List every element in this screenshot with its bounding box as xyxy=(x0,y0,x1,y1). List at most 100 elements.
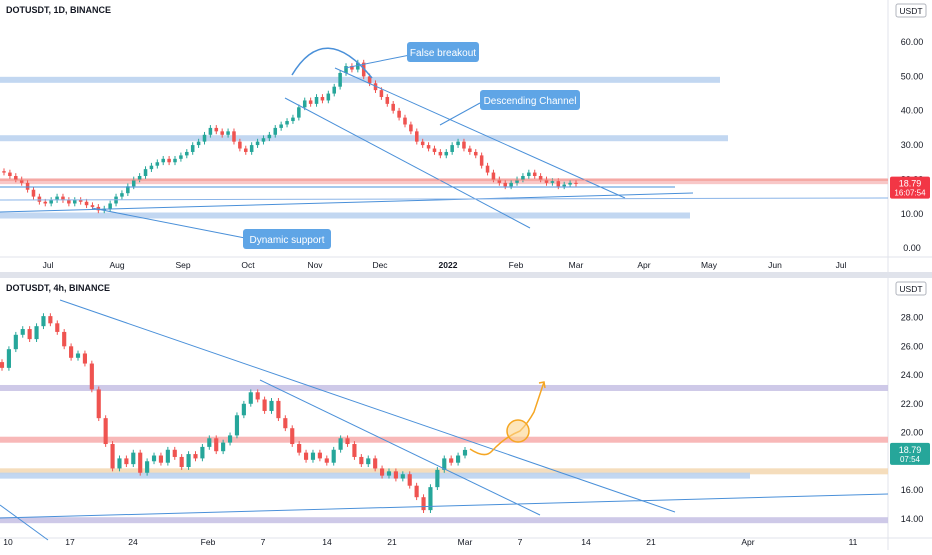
candle-body xyxy=(149,165,154,170)
candle xyxy=(207,435,212,450)
candle xyxy=(255,389,260,403)
candle xyxy=(574,180,578,187)
candle xyxy=(232,128,236,145)
currency-label: USDT xyxy=(899,284,922,294)
candle xyxy=(2,168,6,176)
candle xyxy=(193,451,198,462)
daily-chart-svg[interactable]: False breakout Descending Channel Dynamic … xyxy=(0,0,932,272)
callout-box xyxy=(407,42,479,62)
y-tick-label: 30.00 xyxy=(901,140,924,150)
candle xyxy=(208,125,213,138)
candle xyxy=(84,198,89,209)
candle xyxy=(0,359,5,371)
candle-body xyxy=(297,444,302,453)
candle xyxy=(393,468,398,482)
four-hour-chart-svg[interactable]: DOTUSDT, 4h, BINANCE 28.00 26.00 24.00 22.00… xyxy=(0,278,932,550)
candle-body xyxy=(462,449,468,456)
candle-body xyxy=(151,455,157,462)
x-tick-label: Mar xyxy=(458,537,473,547)
callout-pointer xyxy=(344,54,411,69)
y-tick-label: 24.00 xyxy=(901,370,924,380)
candle xyxy=(473,149,478,159)
candle-body xyxy=(137,176,142,180)
candle-body xyxy=(41,316,46,327)
candle xyxy=(31,186,36,200)
candle xyxy=(69,343,74,361)
candle-body xyxy=(167,158,171,163)
candle-body xyxy=(291,117,295,122)
x-tick-label: Apr xyxy=(741,537,754,547)
candle xyxy=(527,169,531,179)
candle-body xyxy=(338,72,342,87)
candle xyxy=(249,142,254,155)
daily-chart-panel[interactable]: False breakout Descending Channel Dynamic … xyxy=(0,0,932,272)
candle xyxy=(179,454,184,470)
candle xyxy=(126,183,130,197)
candle xyxy=(568,180,572,188)
panel-divider[interactable] xyxy=(0,272,932,278)
candle xyxy=(20,326,25,338)
candle xyxy=(172,446,177,460)
candle-body xyxy=(521,176,525,180)
x-tick-label: 7 xyxy=(518,537,523,547)
candle xyxy=(103,415,108,447)
candle xyxy=(241,400,246,419)
candle-body xyxy=(393,471,398,479)
candle-body xyxy=(96,389,101,419)
candle-body xyxy=(69,346,74,358)
candle xyxy=(509,180,513,190)
candle xyxy=(221,439,226,455)
candle xyxy=(326,90,331,104)
x-tick-label: 10 xyxy=(3,537,13,547)
chart-title: DOTUSDT, 1D, BINANCE xyxy=(6,5,111,15)
support-resistance-zone xyxy=(0,384,888,391)
candle-body xyxy=(324,458,329,463)
candle xyxy=(261,135,266,145)
candle xyxy=(279,121,283,131)
candle-body xyxy=(509,182,513,187)
candle xyxy=(310,449,316,463)
candle-body xyxy=(285,121,289,125)
candle-body xyxy=(314,97,319,104)
candle xyxy=(89,360,94,393)
candle-body xyxy=(220,131,224,135)
candle-body xyxy=(120,193,124,197)
candle xyxy=(317,449,322,462)
candle xyxy=(185,149,189,159)
candle-body xyxy=(67,200,71,204)
y-tick-label: 26.00 xyxy=(901,341,924,351)
candle-body xyxy=(226,131,230,135)
candle-body xyxy=(515,179,519,183)
candle-body xyxy=(84,201,89,206)
candle-body xyxy=(562,184,566,187)
candle-body xyxy=(234,415,240,436)
annotation-callout: Dynamic support xyxy=(243,229,331,249)
candle xyxy=(403,114,407,128)
candle xyxy=(438,149,443,159)
x-tick-label: 14 xyxy=(581,537,591,547)
candle xyxy=(400,471,405,482)
candle-body xyxy=(165,449,170,463)
candle xyxy=(226,128,230,138)
candle xyxy=(273,125,278,138)
candle xyxy=(255,138,260,148)
candle xyxy=(151,452,157,465)
trend-line xyxy=(59,299,676,513)
candle-body xyxy=(61,196,65,201)
x-tick-label: Aug xyxy=(109,260,124,270)
y-tick-label: 16.00 xyxy=(901,485,924,495)
candle xyxy=(544,176,549,186)
candle-body xyxy=(186,454,191,468)
candle-body xyxy=(2,171,6,173)
y-tick-label: 60.00 xyxy=(901,37,924,47)
candle xyxy=(385,94,390,107)
candle-body xyxy=(131,179,136,187)
y-tick-label: 50.00 xyxy=(901,71,924,81)
channel-upper-line xyxy=(334,67,626,199)
candle xyxy=(426,142,431,152)
four-hour-chart-panel[interactable]: DOTUSDT, 4h, BINANCE 28.00 26.00 24.00 22.00… xyxy=(0,278,932,550)
candle xyxy=(19,176,24,186)
candle-body xyxy=(0,362,5,368)
candle xyxy=(345,435,350,447)
support-resistance-zone xyxy=(0,472,750,479)
